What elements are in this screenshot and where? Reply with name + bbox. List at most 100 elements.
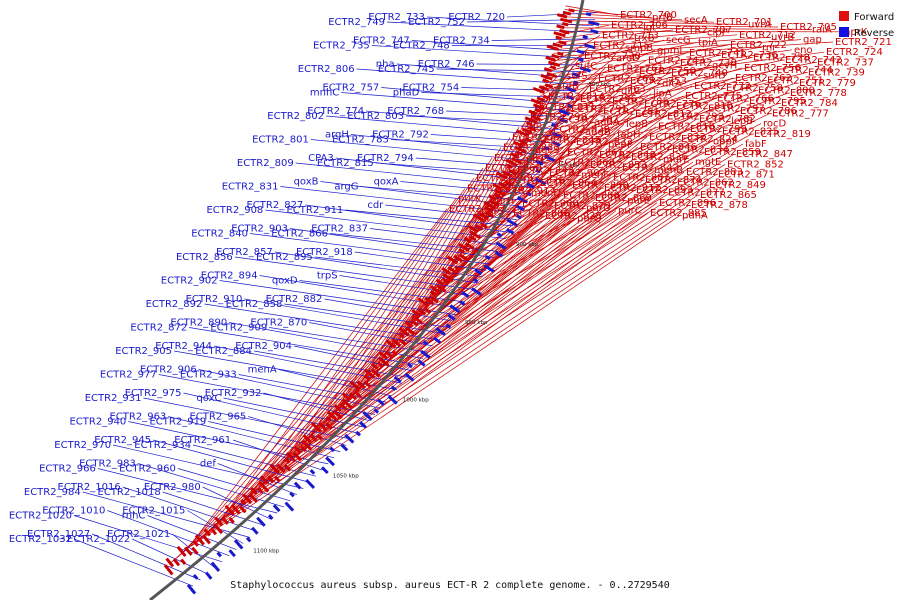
reverse-feature <box>496 232 503 238</box>
forward-gene-label: clpP <box>707 27 728 38</box>
forward-feature <box>544 83 554 89</box>
forward-feature <box>194 534 205 546</box>
forward-gene-label: uvrB <box>771 32 794 43</box>
forward-gene-label: secA <box>684 15 708 26</box>
reverse-leader-line <box>436 68 582 72</box>
forward-feature <box>528 126 537 132</box>
forward-gene-label: lepB <box>731 116 753 127</box>
forward-gene-label: pdhA <box>682 210 708 221</box>
reverse-gene-label: ECTR2_831 <box>222 182 279 193</box>
kbp-tick-label: 850 kbp <box>557 162 580 168</box>
forward-gene-label: ECTR2_730 <box>584 51 641 62</box>
forward-feature <box>325 415 332 423</box>
reverse-feature <box>576 49 585 55</box>
forward-gene-label: ECTR2_832 <box>649 132 706 143</box>
reverse-feature <box>284 501 295 512</box>
forward-gene-label: ECTR2_715 <box>593 41 650 52</box>
forward-feature <box>493 188 506 197</box>
reverse-feature <box>387 395 398 405</box>
reverse-leader-line <box>293 345 413 372</box>
reverse-feature <box>205 571 213 580</box>
reverse-leader-line <box>309 322 433 347</box>
forward-leader-line <box>386 137 511 353</box>
forward-feature <box>176 545 187 558</box>
forward-feature <box>488 194 497 201</box>
forward-leader-line <box>520 67 743 141</box>
forward-leader-line <box>552 39 802 58</box>
forward-feature <box>210 528 218 536</box>
forward-gene-label: ECTR2_722 <box>730 40 787 51</box>
forward-gene-label: ECTR2_847 <box>736 149 793 160</box>
forward-leader-line <box>506 77 734 170</box>
reverse-feature <box>565 94 575 101</box>
forward-feature <box>553 31 566 38</box>
forward-gene-label: menD <box>531 188 561 199</box>
forward-gene-label: ECTR2_751 <box>767 75 824 86</box>
reverse-gene-label: ECTR2_870 <box>250 318 307 329</box>
forward-gene-label: ECTR2_761 <box>607 63 664 74</box>
forward-feature <box>302 433 312 444</box>
reverse-leader-line <box>73 538 194 587</box>
reverse-gene-label: ECTR2_909 <box>210 323 267 334</box>
reverse-feature <box>559 117 569 124</box>
reverse-leader-line <box>390 139 552 150</box>
forward-feature <box>341 398 353 409</box>
reverse-leader-line <box>350 134 550 156</box>
kbp-tick-label: 950 kbp <box>465 320 488 326</box>
reverse-gene-label: cdr <box>367 200 384 211</box>
reverse-leader-line <box>329 233 499 252</box>
forward-gene-label: tpiA <box>698 38 718 49</box>
reverse-gene-label: ECTR2_866 <box>271 229 328 240</box>
reverse-leader-line <box>259 275 461 309</box>
reverse-gene-label: ECTR2_1018 <box>98 487 161 498</box>
reverse-gene-label: ECTR2_903 <box>231 224 288 235</box>
reverse-gene-label: ECTR2_933 <box>180 370 237 381</box>
forward-feature <box>364 368 376 379</box>
forward-gene-label: ECTR2_795 <box>749 96 806 107</box>
reverse-gene-label: trpS <box>317 271 338 282</box>
reverse-feature <box>516 205 525 212</box>
forward-gene-label: ECTR2_766 <box>717 93 774 104</box>
forward-feature <box>559 28 570 35</box>
forward-gene-label: gcvH <box>712 60 737 71</box>
forward-feature <box>250 487 258 496</box>
forward-feature <box>163 564 174 576</box>
forward-leader-line <box>194 212 649 544</box>
forward-gene-label: ECTR2_778 <box>790 88 847 99</box>
reverse-gene-label: ECTR2_802 <box>267 111 324 122</box>
forward-feature <box>459 253 468 261</box>
forward-leader-line <box>538 47 624 98</box>
forward-feature <box>391 350 399 357</box>
forward-gene-label: ECTR2_781 <box>603 107 660 118</box>
reverse-gene-label: rnhC <box>122 511 146 522</box>
reverse-feature <box>582 34 588 40</box>
forward-gene-label: ECTR2_836 <box>631 152 688 163</box>
reverse-leader-line <box>356 68 577 85</box>
reverse-gene-label: ECTR2_975 <box>125 388 182 399</box>
forward-feature <box>309 433 318 442</box>
reverse-gene-label: def <box>200 459 217 470</box>
reverse-gene-label: ECTR2_895 <box>256 252 313 263</box>
forward-gene-label: ECTR2_736 <box>721 50 778 61</box>
forward-leader-line <box>223 204 690 519</box>
forward-feature <box>370 368 381 378</box>
forward-gene-label: ECTR2_886 <box>513 209 570 220</box>
reverse-gene-label: CPA3 <box>308 153 334 164</box>
forward-gene-label: ECTR2_828 <box>512 132 569 143</box>
reverse-feature <box>535 168 541 174</box>
reverse-leader-line <box>396 63 580 79</box>
reverse-leader-line <box>415 157 544 169</box>
backbone-arc <box>149 0 585 600</box>
forward-gene-label: ECTR2_854 <box>467 183 524 194</box>
forward-feature <box>370 362 379 370</box>
forward-leader-line <box>535 52 688 105</box>
forward-gene-label: ECTR2_737 <box>817 57 874 68</box>
forward-gene-label: ECTR2_782 <box>699 114 756 125</box>
reverse-feature <box>495 241 507 250</box>
forward-gene-label: prfC <box>526 155 547 166</box>
reverse-leader-line <box>128 421 329 465</box>
reverse-gene-label: ECTR2_911 <box>286 205 343 216</box>
forward-gene-label: ECTR2_896 <box>659 198 716 209</box>
